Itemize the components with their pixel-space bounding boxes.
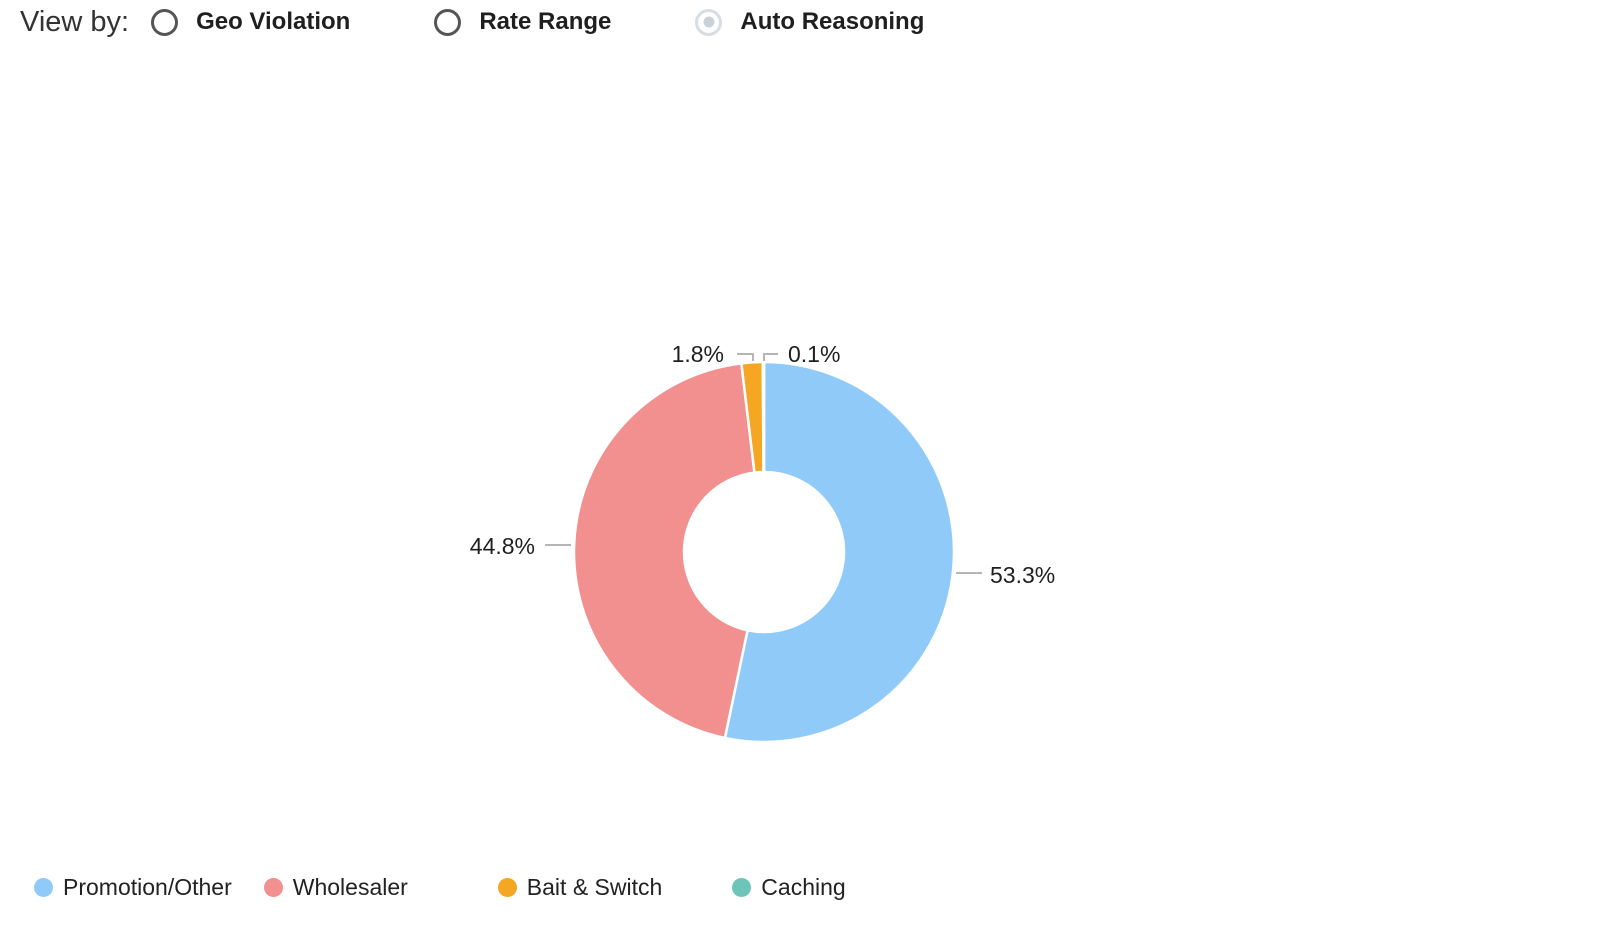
legend-dot-icon xyxy=(263,877,283,897)
radio-geo-violation[interactable]: Geo Violation xyxy=(151,8,350,36)
slice-percent-label: 44.8% xyxy=(470,533,535,559)
legend-dot-icon xyxy=(34,877,53,897)
view-by-control: View by: Geo Violation Rate Range Auto R… xyxy=(20,0,1008,44)
radio-rate-range[interactable]: Rate Range xyxy=(434,8,611,36)
donut-chart: 53.3% 44.8% 1.8% 0.1% xyxy=(470,341,1055,744)
label-leader-line xyxy=(763,353,778,361)
radio-button-icon[interactable] xyxy=(434,8,462,36)
legend-dot-icon xyxy=(497,877,517,897)
legend-label: Bait & Switch xyxy=(526,873,663,900)
radio-label-auto-reasoning: Auto Reasoning xyxy=(740,8,925,35)
radio-auto-reasoning[interactable]: Auto Reasoning xyxy=(695,8,924,36)
donut-slice-caching[interactable] xyxy=(761,360,766,474)
slice-percent-label: 0.1% xyxy=(788,341,840,367)
legend-item-wholesaler[interactable]: Wholesaler xyxy=(263,873,408,901)
label-leader-line xyxy=(737,353,754,361)
radio-button-icon[interactable] xyxy=(151,8,179,36)
donut-slice-promotion-other[interactable] xyxy=(723,360,956,744)
view-by-label: View by: xyxy=(20,5,130,38)
legend-item-promotion-other[interactable]: Promotion/Other xyxy=(34,874,232,901)
legend-label: Caching xyxy=(761,873,846,900)
legend-dot-icon xyxy=(732,877,752,897)
radio-label-rate-range: Rate Range xyxy=(479,8,612,35)
radio-button-selected-icon[interactable] xyxy=(695,8,723,36)
chart-legend: Promotion/Other Wholesaler Bait & Switch… xyxy=(34,872,846,902)
radio-label-geo-violation: Geo Violation xyxy=(196,8,351,35)
legend-item-bait-switch[interactable]: Bait & Switch xyxy=(497,873,663,901)
slice-percent-label: 1.8% xyxy=(672,341,724,367)
legend-label: Promotion/Other xyxy=(63,873,232,900)
legend-item-caching[interactable]: Caching xyxy=(732,873,846,901)
legend-label: Wholesaler xyxy=(292,873,408,900)
slice-percent-label: 53.3% xyxy=(990,562,1055,588)
donut-slice-wholesaler[interactable] xyxy=(572,361,756,740)
